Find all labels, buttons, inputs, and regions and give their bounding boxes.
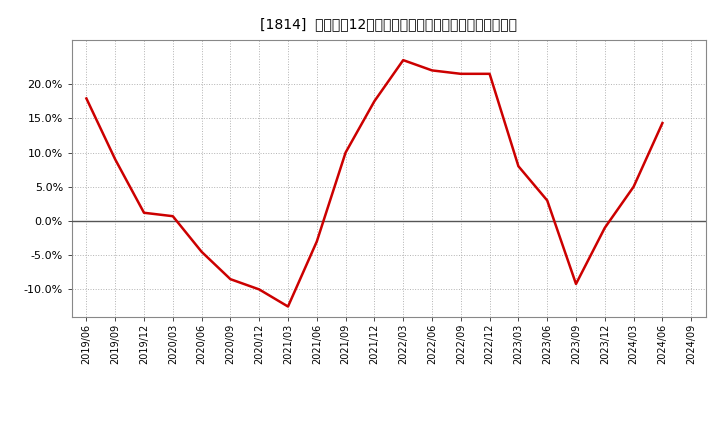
Title: [1814]  売上高の12か月移動合計の対前年同期増減率の推移: [1814] 売上高の12か月移動合計の対前年同期増減率の推移 [261,18,517,32]
